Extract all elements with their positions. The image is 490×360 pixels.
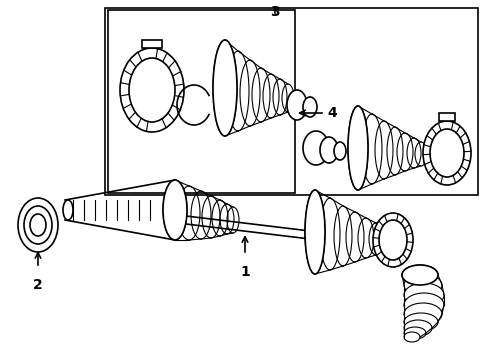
Ellipse shape bbox=[63, 200, 73, 220]
Ellipse shape bbox=[305, 190, 325, 274]
Text: 4: 4 bbox=[327, 106, 337, 120]
Ellipse shape bbox=[379, 220, 407, 260]
Ellipse shape bbox=[163, 180, 187, 240]
Polygon shape bbox=[142, 40, 162, 48]
Ellipse shape bbox=[373, 213, 413, 267]
Bar bbox=[105, 8, 478, 195]
Ellipse shape bbox=[402, 265, 438, 285]
Ellipse shape bbox=[430, 129, 464, 177]
Ellipse shape bbox=[404, 332, 420, 342]
Ellipse shape bbox=[120, 48, 184, 132]
Text: 1: 1 bbox=[240, 265, 250, 279]
Bar bbox=[108, 10, 295, 193]
Ellipse shape bbox=[287, 90, 307, 120]
Ellipse shape bbox=[404, 313, 438, 331]
Polygon shape bbox=[439, 113, 455, 121]
Ellipse shape bbox=[348, 106, 368, 190]
Ellipse shape bbox=[213, 40, 237, 136]
Ellipse shape bbox=[334, 142, 346, 160]
Ellipse shape bbox=[402, 265, 438, 285]
Ellipse shape bbox=[18, 198, 58, 252]
Text: 3: 3 bbox=[270, 5, 280, 19]
Ellipse shape bbox=[303, 97, 317, 117]
Ellipse shape bbox=[404, 283, 444, 307]
Ellipse shape bbox=[129, 58, 175, 122]
Ellipse shape bbox=[404, 303, 442, 325]
Ellipse shape bbox=[320, 137, 338, 163]
Ellipse shape bbox=[423, 121, 471, 185]
Ellipse shape bbox=[24, 206, 52, 244]
Ellipse shape bbox=[404, 320, 432, 336]
Ellipse shape bbox=[404, 274, 442, 296]
Ellipse shape bbox=[404, 327, 426, 339]
Ellipse shape bbox=[30, 214, 46, 236]
Ellipse shape bbox=[404, 293, 444, 317]
Text: 2: 2 bbox=[33, 278, 43, 292]
